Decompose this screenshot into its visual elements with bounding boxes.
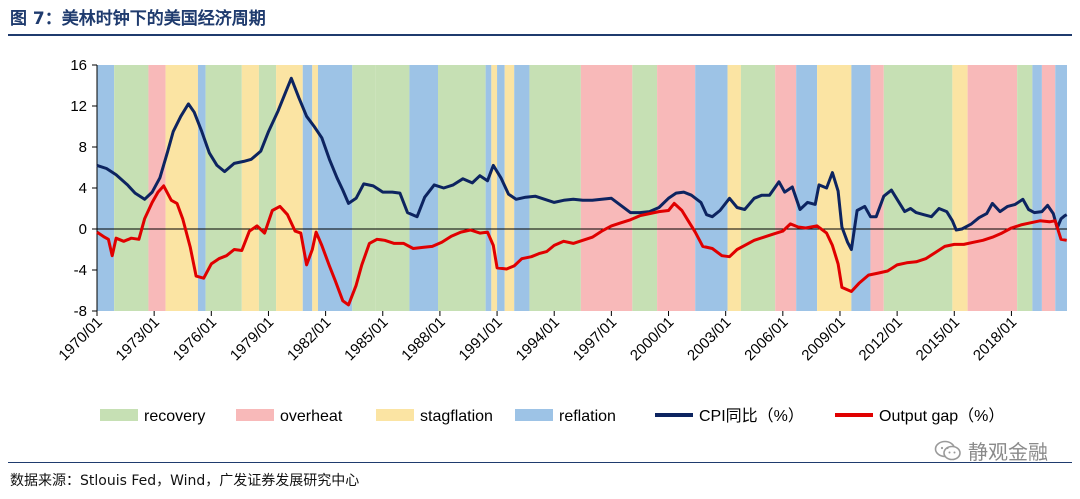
- x-tick-label: 1976/01: [170, 314, 220, 364]
- phase-band-reflation: [97, 65, 115, 311]
- phase-band-reflation: [485, 65, 492, 311]
- phase-band-reflation: [796, 65, 818, 311]
- x-tick-label: 1970/01: [55, 314, 105, 364]
- phase-band-recovery: [632, 65, 658, 311]
- phase-band-stagflation: [504, 65, 515, 311]
- watermark: 静观金融: [934, 436, 1048, 465]
- phase-band-reflation: [514, 65, 530, 311]
- phase-band-recovery: [1017, 65, 1033, 311]
- x-tick-label: 2012/01: [856, 314, 906, 364]
- y-tick-label: 16: [70, 57, 87, 74]
- x-tick-label: 1973/01: [113, 314, 163, 364]
- wechat-icon: [934, 440, 961, 460]
- phase-band-recovery: [529, 65, 581, 311]
- phase-band-overheat: [657, 65, 696, 311]
- phase-band-recovery: [258, 65, 277, 311]
- x-tick-label: 2009/01: [798, 314, 848, 364]
- legend-swatch-reflation: [515, 409, 553, 421]
- x-tick-label: 2006/01: [741, 314, 791, 364]
- phase-band-overheat: [775, 65, 797, 311]
- legend-label-recovery: recovery: [144, 408, 205, 425]
- title-rule: [8, 34, 1072, 36]
- phase-bands: [97, 65, 1067, 311]
- y-tick-label: -8: [74, 303, 87, 320]
- phase-band-recovery: [375, 65, 410, 311]
- x-tick-label: 1991/01: [456, 314, 506, 364]
- x-tick-label: 2018/01: [970, 314, 1020, 364]
- legend-swatch-recovery: [100, 409, 138, 421]
- phase-band-stagflation: [727, 65, 741, 311]
- legend-swatch-overheat: [236, 409, 274, 421]
- phase-band-reflation: [409, 65, 439, 311]
- figure-title: 图 7：美林时钟下的美国经济周期: [10, 9, 266, 29]
- phase-band-overheat: [967, 65, 1018, 311]
- x-tick-label: 2015/01: [913, 314, 963, 364]
- x-tick-label: 1982/01: [284, 314, 334, 364]
- phase-band-overheat: [148, 65, 166, 311]
- phase-band-recovery: [883, 65, 953, 311]
- legend: recovery overheat stagflation reflation CPI同…: [100, 407, 1004, 425]
- watermark-text: 静观金融: [968, 440, 1048, 464]
- phase-band-recovery: [740, 65, 776, 311]
- phase-band-reflation: [317, 65, 353, 311]
- x-tick-label: 1985/01: [341, 314, 391, 364]
- phase-band-stagflation: [276, 65, 303, 311]
- phase-band-reflation: [197, 65, 206, 311]
- legend-label-gap: Output gap（%）: [879, 407, 1004, 425]
- x-tick-label: 2000/01: [627, 314, 677, 364]
- y-tick-label: 0: [79, 221, 87, 238]
- series-line-gap: [96, 184, 1067, 307]
- legend-label-overheat: overheat: [280, 408, 343, 425]
- y-tick-label: 12: [70, 98, 87, 115]
- y-tick-label: 8: [79, 139, 87, 156]
- phase-band-stagflation: [165, 65, 198, 311]
- y-tick-label: -4: [74, 262, 87, 279]
- legend-label-reflation: reflation: [559, 408, 616, 425]
- series-lines: [96, 76, 1068, 307]
- source-rule: [8, 462, 1072, 463]
- phase-band-reflation: [695, 65, 728, 311]
- x-tick-label: 1997/01: [570, 314, 620, 364]
- x-tick-label: 1994/01: [513, 314, 563, 364]
- phase-band-reflation: [1032, 65, 1042, 311]
- x-tick-label: 1979/01: [227, 314, 277, 364]
- phase-band-recovery: [352, 65, 376, 311]
- phase-band-stagflation: [952, 65, 968, 311]
- legend-label-cpi: CPI同比（%）: [699, 407, 804, 425]
- phase-band-overheat: [870, 65, 884, 311]
- phase-band-recovery: [205, 65, 242, 311]
- legend-swatch-stagflation: [376, 409, 414, 421]
- x-tick-label: 2003/01: [684, 314, 734, 364]
- phase-band-reflation: [851, 65, 871, 311]
- phase-band-stagflation: [241, 65, 259, 311]
- source-note: 数据来源：Stlouis Fed，Wind，广发证券发展研究中心: [10, 473, 360, 489]
- phase-band-stagflation: [312, 65, 318, 311]
- phase-band-reflation: [1055, 65, 1067, 311]
- phase-band-reflation: [302, 65, 313, 311]
- phase-band-stagflation: [817, 65, 852, 311]
- legend-label-stagflation: stagflation: [420, 408, 493, 425]
- x-tick-label: 1988/01: [398, 314, 448, 364]
- phase-band-overheat: [1041, 65, 1056, 311]
- phase-band-reflation: [497, 65, 505, 311]
- y-tick-label: 4: [79, 180, 87, 197]
- series-line-cpi: [96, 76, 1068, 251]
- phase-band-stagflation: [491, 65, 498, 311]
- phase-band-overheat: [580, 65, 633, 311]
